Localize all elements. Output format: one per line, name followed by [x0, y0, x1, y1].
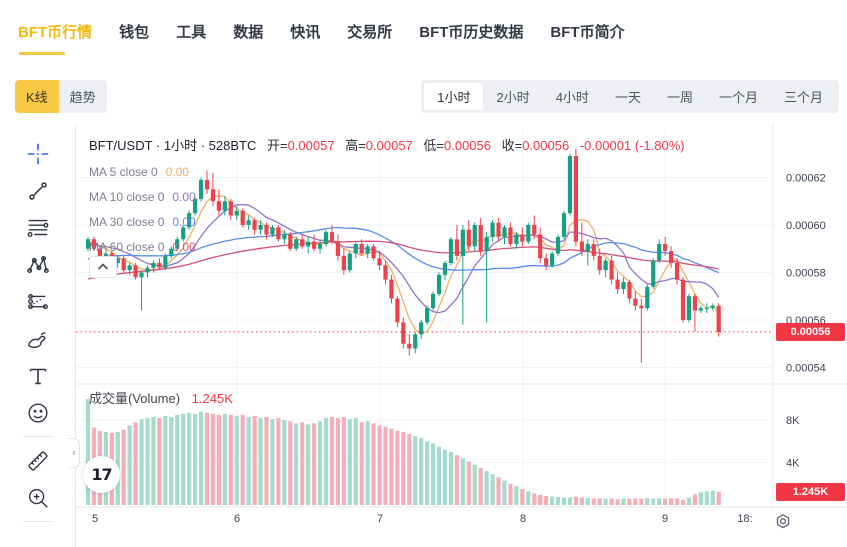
emoji-tool-button[interactable] — [18, 394, 58, 431]
ma60-value: 0.00 — [172, 240, 196, 254]
open-value: 0.00057 — [287, 138, 335, 153]
candlestick-chart[interactable]: 0.00054 0.00056 0.00058 0.00060 0.00062 4K 8K 5… — [0, 125, 847, 547]
close-label: 收= — [501, 138, 523, 153]
svg-text:5: 5 — [92, 513, 98, 525]
high-label: 高= — [345, 138, 366, 153]
trend-tab[interactable]: 趋势 — [58, 80, 107, 113]
ma30-value: 0.00 — [172, 215, 196, 229]
pane-collapse-button[interactable] — [89, 256, 117, 278]
horizontal-lines-icon — [27, 219, 48, 237]
volume-label: 成交量(Volume) — [89, 391, 181, 406]
nav-item-market[interactable]: BFT币行情 — [18, 21, 92, 55]
settings-gear-icon[interactable] — [774, 513, 792, 531]
chevron-up-icon — [97, 263, 109, 270]
nav-item-news[interactable]: 快讯 — [290, 23, 321, 41]
nav-item-exchanges[interactable]: 交易所 — [347, 23, 393, 41]
svg-text:0.00058: 0.00058 — [786, 268, 826, 280]
interval-1m[interactable]: 一个月 — [706, 83, 771, 110]
change-value: -0.00001 (-1.80%) — [579, 138, 685, 153]
trend-line-tool-button[interactable] — [18, 172, 58, 209]
interval-1d[interactable]: 一天 — [602, 83, 654, 110]
volume-legend: 成交量(Volume) 1.245K — [89, 388, 233, 407]
svg-text:9: 9 — [662, 513, 668, 525]
zoom-in-tool-button[interactable] — [18, 479, 58, 516]
ma60-label: MA 60 close 0 — [89, 240, 165, 254]
ma5-legend: MA 5 close 0 0.00 — [89, 165, 189, 179]
toolbar-divider — [22, 521, 53, 522]
text-tool-button[interactable] — [18, 357, 58, 394]
toolbar-divider — [22, 436, 53, 437]
top-nav: BFT币行情 钱包 工具 数据 快讯 交易所 BFT币历史数据 BFT币简介 — [0, 0, 847, 62]
tradingview-watermark: 17 — [83, 456, 120, 493]
last-price-badge: 0.00056 — [776, 322, 845, 341]
svg-text:0.00060: 0.00060 — [786, 220, 826, 232]
ma30-label: MA 30 close 0 — [89, 215, 165, 229]
svg-text:6: 6 — [234, 513, 240, 525]
zoom-in-icon — [28, 488, 48, 508]
crosshair-tool-button[interactable] — [18, 135, 58, 172]
last-volume-badge: 1.245K — [776, 482, 845, 501]
svg-text:4K: 4K — [786, 458, 800, 470]
crosshair-icon — [27, 143, 48, 164]
ma5-value: 0.00 — [165, 165, 190, 179]
svg-text:8: 8 — [520, 513, 526, 525]
ma60-legend: MA 60 close 0 0.00 — [89, 240, 196, 254]
open-label: 开= — [266, 138, 288, 153]
chart-widget: 0.00054 0.00056 0.00058 0.00060 0.00062 4K 8K 5… — [0, 125, 847, 547]
trend-line-icon — [28, 181, 47, 200]
low-value: 0.00056 — [444, 138, 491, 153]
ma10-value: 0.00 — [172, 190, 196, 204]
svg-text:0.00062: 0.00062 — [786, 173, 826, 185]
projection-tool-button[interactable] — [18, 283, 58, 320]
projection-icon — [27, 293, 48, 309]
interval-switch: 1小时 2小时 4小时 一天 一周 一个月 三个月 — [421, 80, 839, 113]
ruler-icon — [27, 450, 48, 471]
svg-text:0.00054: 0.00054 — [786, 363, 826, 375]
xabcd-pattern-tool-button[interactable] — [18, 246, 58, 283]
toolbar-collapse-handle[interactable]: ‹ — [69, 438, 80, 468]
low-label: 低= — [423, 138, 444, 153]
brush-tool-button[interactable] — [18, 320, 58, 357]
svg-text:8K: 8K — [786, 415, 800, 427]
drawing-toolbar — [0, 125, 76, 547]
interval-3m[interactable]: 三个月 — [771, 83, 836, 110]
nav-item-history[interactable]: BFT币历史数据 — [419, 23, 524, 41]
chart-controls: K线 趋势 1小时 2小时 4小时 一天 一周 一个月 三个月 — [15, 80, 839, 113]
interval-1h[interactable]: 1小时 — [424, 83, 484, 110]
ruler-tool-button[interactable] — [18, 442, 58, 479]
interval-4h[interactable]: 4小时 — [543, 83, 602, 110]
close-value: 0.00056 — [522, 138, 570, 153]
nav-item-intro[interactable]: BFT币简介 — [550, 23, 625, 41]
horizontal-lines-tool-button[interactable] — [18, 209, 58, 246]
ma10-legend: MA 10 close 0 0.00 — [89, 190, 196, 204]
volume-value: 1.245K — [191, 391, 233, 406]
nav-item-data[interactable]: 数据 — [233, 23, 264, 41]
high-value: 0.00057 — [365, 138, 413, 153]
ma10-label: MA 10 close 0 — [89, 190, 165, 204]
nav-item-wallet[interactable]: 钱包 — [119, 23, 150, 41]
brush-icon — [27, 331, 46, 348]
xabcd-pattern-icon — [26, 255, 49, 273]
nav-item-tools[interactable]: 工具 — [176, 23, 207, 41]
chart-title-row: BFT/USDT · 1小时 · 528BTC 开=0.00057 高=0.00… — [89, 135, 685, 154]
ma30-legend: MA 30 close 0 0.00 — [89, 215, 196, 229]
chart-type-switch: K线 趋势 — [15, 80, 107, 113]
emoji-icon — [27, 402, 48, 423]
ma5-label: MA 5 close 0 — [89, 165, 158, 179]
interval-1w[interactable]: 一周 — [654, 83, 706, 110]
svg-text:7: 7 — [377, 513, 383, 525]
svg-text:18:: 18: — [737, 513, 752, 525]
kline-tab[interactable]: K线 — [15, 80, 59, 113]
chart-title: BFT/USDT · 1小时 · 528BTC — [89, 138, 257, 153]
interval-2h[interactable]: 2小时 — [483, 83, 542, 110]
text-icon — [29, 368, 46, 384]
